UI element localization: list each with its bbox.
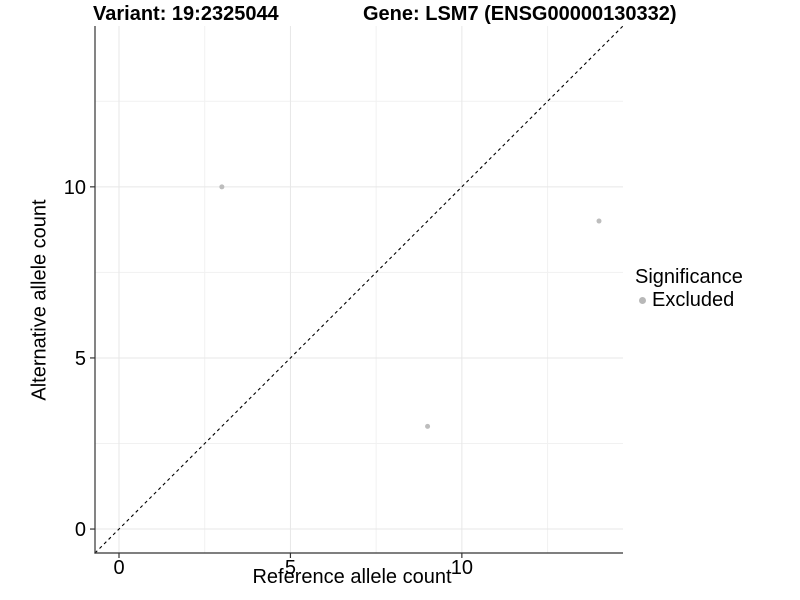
x-tick-label: 5 [285,557,296,579]
gene-title: Gene: LSM7 (ENSG00000130332) [363,3,677,25]
legend-key-dot-icon [639,296,646,304]
data-point [596,218,602,224]
identity-line [94,25,624,554]
data-point [219,184,225,190]
x-tick-label: 10 [451,557,473,579]
y-tick-label: 0 [75,519,86,541]
legend-item-excluded: Excluded [635,289,743,311]
x-axis-title: Reference allele count [252,566,452,588]
legend-item-label: Excluded [652,289,735,311]
y-tick-label: 5 [75,348,86,370]
y-axis-title: Alternative allele count [28,199,51,401]
variant-title: Variant: 19:2325044 [93,3,279,25]
data-point [425,423,431,429]
legend: Significance Excluded [635,266,743,311]
y-tick-label: 10 [64,177,86,199]
legend-title: Significance [635,266,743,288]
x-tick-label: 0 [113,557,124,579]
